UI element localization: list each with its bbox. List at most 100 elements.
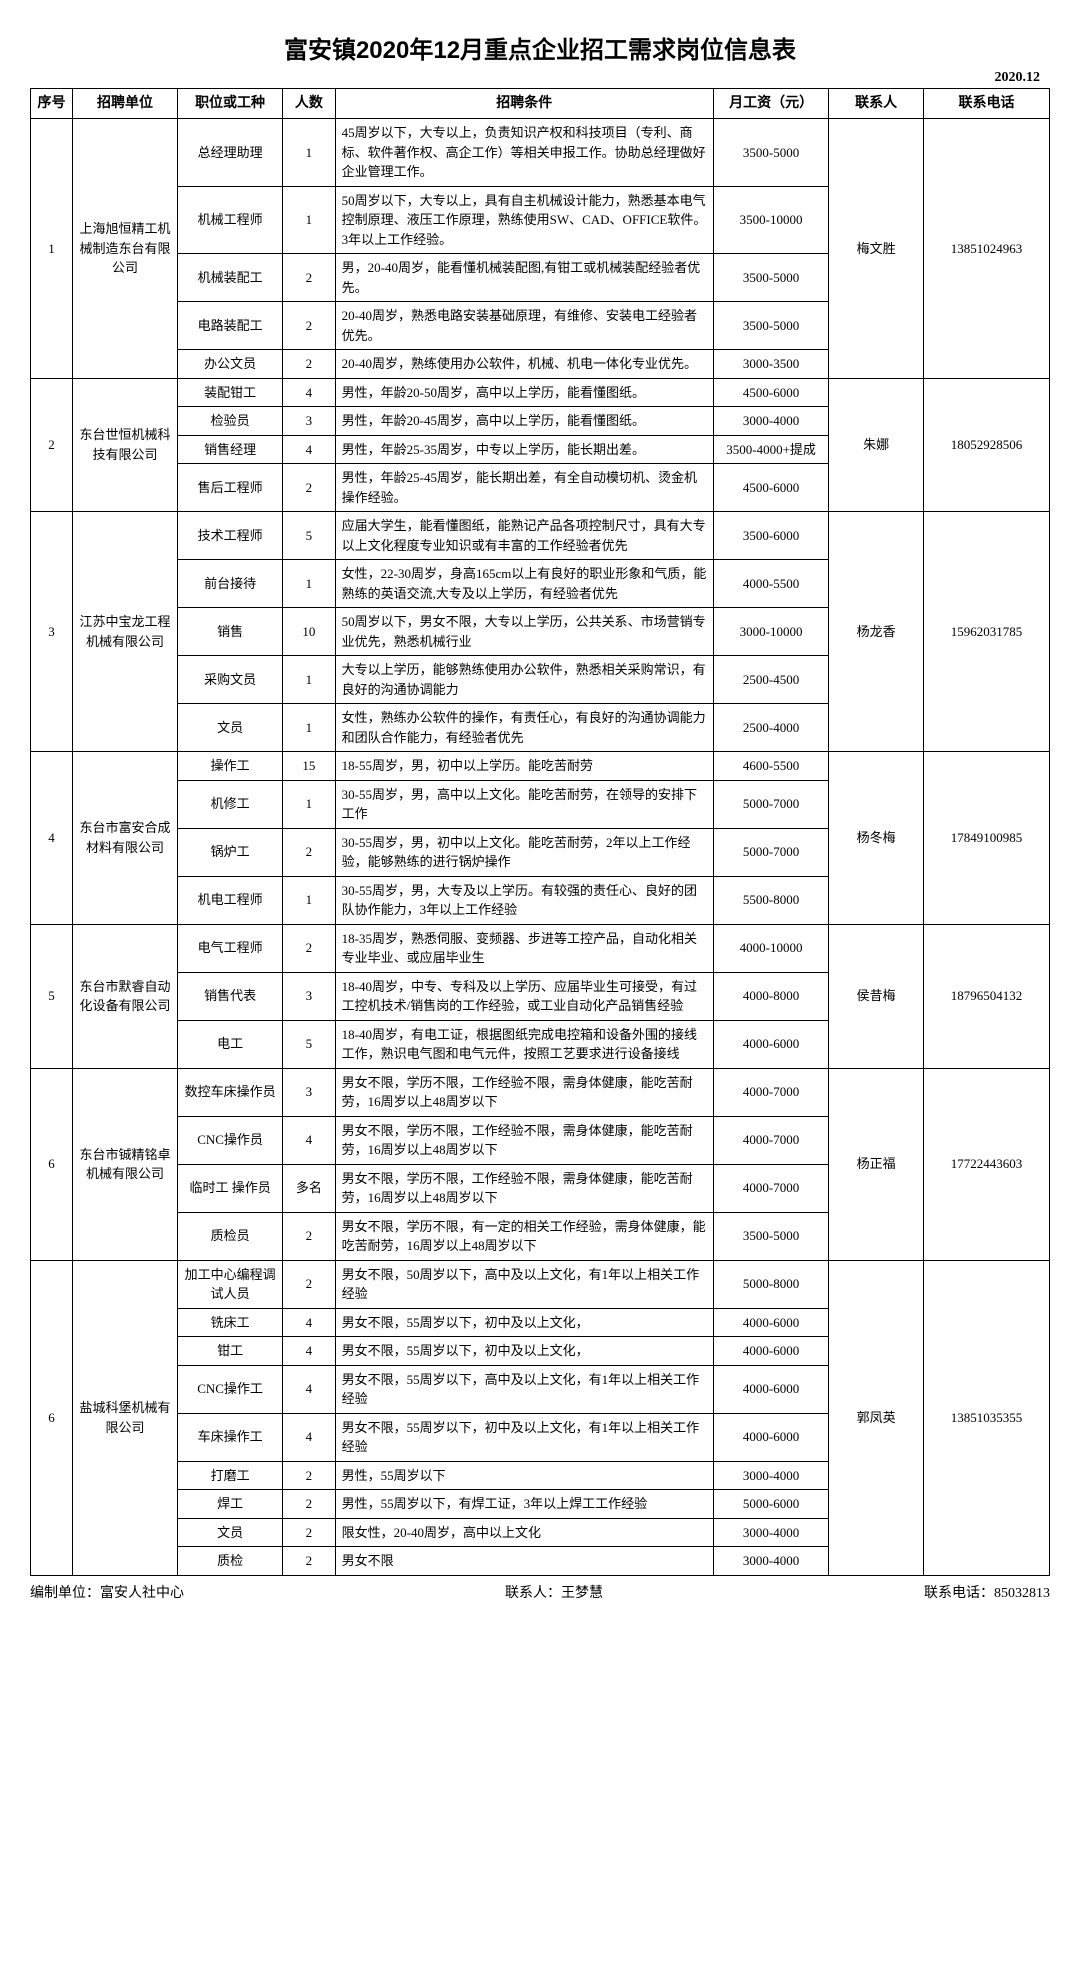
cell-req: 50周岁以下，男女不限，大专以上学历，公共关系、市场营销专业优先，熟悉机械行业 xyxy=(335,608,713,656)
cell-req: 男女不限，55周岁以下，高中及以上文化，有1年以上相关工作经验 xyxy=(335,1365,713,1413)
cell-sal: 3000-4000 xyxy=(713,1547,829,1576)
cell-company: 东台市富安合成材料有限公司 xyxy=(73,752,178,925)
cell-idx: 2 xyxy=(31,378,73,512)
cell-req: 18-35周岁，熟悉伺服、变频器、步进等工控产品，自动化相关专业毕业、或应届毕业… xyxy=(335,924,713,972)
cell-pos: 采购文员 xyxy=(178,656,283,704)
cell-pos: 机械工程师 xyxy=(178,186,283,254)
cell-req: 大专以上学历，能够熟练使用办公软件，熟悉相关采购常识，有良好的沟通协调能力 xyxy=(335,656,713,704)
th-num: 人数 xyxy=(283,89,336,119)
cell-contact: 杨龙香 xyxy=(829,512,924,752)
cell-req: 男性，55周岁以下 xyxy=(335,1461,713,1490)
cell-company: 东台市铖精铭卓机械有限公司 xyxy=(73,1068,178,1260)
cell-company: 盐城科堡机械有限公司 xyxy=(73,1260,178,1575)
cell-sal: 2500-4000 xyxy=(713,704,829,752)
cell-phone: 15962031785 xyxy=(923,512,1049,752)
cell-sal: 2500-4500 xyxy=(713,656,829,704)
cell-req: 20-40周岁，熟练使用办公软件，机械、机电一体化专业优先。 xyxy=(335,350,713,379)
cell-req: 男性，年龄20-45周岁，高中以上学历，能看懂图纸。 xyxy=(335,407,713,436)
footer-org: 编制单位：富安人社中心 xyxy=(30,1582,184,1602)
cell-req: 男女不限，55周岁以下，初中及以上文化，有1年以上相关工作经验 xyxy=(335,1413,713,1461)
cell-sal: 4500-6000 xyxy=(713,378,829,407)
cell-num: 4 xyxy=(283,1116,336,1164)
page-title: 富安镇2020年12月重点企业招工需求岗位信息表 xyxy=(30,30,1050,65)
table-row: 4东台市富安合成材料有限公司操作工1518-55周岁，男，初中以上学历。能吃苦耐… xyxy=(31,752,1050,781)
cell-num: 2 xyxy=(283,924,336,972)
cell-req: 18-55周岁，男，初中以上学历。能吃苦耐劳 xyxy=(335,752,713,781)
cell-num: 2 xyxy=(283,1461,336,1490)
cell-num: 2 xyxy=(283,302,336,350)
cell-pos: 钳工 xyxy=(178,1337,283,1366)
cell-sal: 5000-7000 xyxy=(713,828,829,876)
cell-num: 4 xyxy=(283,1413,336,1461)
footer-phone: 联系电话：85032813 xyxy=(924,1582,1050,1602)
cell-num: 3 xyxy=(283,972,336,1020)
cell-company: 江苏中宝龙工程机械有限公司 xyxy=(73,512,178,752)
cell-req: 男女不限，学历不限，工作经验不限，需身体健康，能吃苦耐劳，16周岁以上48周岁以… xyxy=(335,1164,713,1212)
th-pos: 职位或工种 xyxy=(178,89,283,119)
cell-pos: 前台接待 xyxy=(178,560,283,608)
cell-pos: 文员 xyxy=(178,704,283,752)
cell-sal: 3500-5000 xyxy=(713,302,829,350)
cell-sal: 3500-5000 xyxy=(713,119,829,187)
cell-pos: 电路装配工 xyxy=(178,302,283,350)
cell-req: 18-40周岁，有电工证，根据图纸完成电控箱和设备外围的接线工作，熟识电气图和电… xyxy=(335,1020,713,1068)
table-row: 6盐城科堡机械有限公司加工中心编程调试人员2男女不限，50周岁以下，高中及以上文… xyxy=(31,1260,1050,1308)
cell-num: 2 xyxy=(283,1547,336,1576)
cell-idx: 4 xyxy=(31,752,73,925)
cell-num: 2 xyxy=(283,350,336,379)
cell-num: 4 xyxy=(283,435,336,464)
cell-num: 2 xyxy=(283,828,336,876)
cell-idx: 3 xyxy=(31,512,73,752)
cell-company: 上海旭恒精工机械制造东台有限公司 xyxy=(73,119,178,379)
cell-num: 4 xyxy=(283,1365,336,1413)
th-sal: 月工资（元） xyxy=(713,89,829,119)
cell-sal: 4000-6000 xyxy=(713,1020,829,1068)
cell-pos: 技术工程师 xyxy=(178,512,283,560)
cell-req: 男女不限，学历不限，工作经验不限，需身体健康，能吃苦耐劳，16周岁以上48周岁以… xyxy=(335,1116,713,1164)
cell-req: 男女不限 xyxy=(335,1547,713,1576)
cell-num: 2 xyxy=(283,254,336,302)
cell-req: 18-40周岁，中专、专科及以上学历、应届毕业生可接受，有过工控机技术/销售岗的… xyxy=(335,972,713,1020)
cell-sal: 3000-4000 xyxy=(713,1461,829,1490)
cell-pos: 销售经理 xyxy=(178,435,283,464)
cell-num: 2 xyxy=(283,1212,336,1260)
cell-sal: 3500-10000 xyxy=(713,186,829,254)
cell-sal: 4000-6000 xyxy=(713,1337,829,1366)
cell-phone: 17849100985 xyxy=(923,752,1049,925)
cell-sal: 4000-6000 xyxy=(713,1413,829,1461)
cell-sal: 3500-4000+提成 xyxy=(713,435,829,464)
cell-pos: 办公文员 xyxy=(178,350,283,379)
cell-sal: 4500-6000 xyxy=(713,464,829,512)
table-row: 2东台世恒机械科技有限公司装配钳工4男性，年龄20-50周岁，高中以上学历，能看… xyxy=(31,378,1050,407)
cell-req: 男性，年龄25-35周岁，中专以上学历，能长期出差。 xyxy=(335,435,713,464)
cell-sal: 3000-4000 xyxy=(713,407,829,436)
cell-pos: 临时工 操作员 xyxy=(178,1164,283,1212)
cell-num: 15 xyxy=(283,752,336,781)
cell-sal: 3000-3500 xyxy=(713,350,829,379)
th-contact: 联系人 xyxy=(829,89,924,119)
cell-sal: 4000-5500 xyxy=(713,560,829,608)
cell-pos: 装配钳工 xyxy=(178,378,283,407)
cell-pos: 焊工 xyxy=(178,1490,283,1519)
cell-req: 50周岁以下，大专以上，具有自主机械设计能力，熟悉基本电气控制原理、液压工作原理… xyxy=(335,186,713,254)
cell-contact: 侯昔梅 xyxy=(829,924,924,1068)
cell-pos: CNC操作工 xyxy=(178,1365,283,1413)
th-phone: 联系电话 xyxy=(923,89,1049,119)
cell-sal: 5000-6000 xyxy=(713,1490,829,1519)
cell-req: 男性，55周岁以下，有焊工证，3年以上焊工工作经验 xyxy=(335,1490,713,1519)
footer-contact: 联系人：王梦慧 xyxy=(505,1582,603,1602)
cell-sal: 5500-8000 xyxy=(713,876,829,924)
cell-phone: 18052928506 xyxy=(923,378,1049,512)
table-row: 6东台市铖精铭卓机械有限公司数控车床操作员3男女不限，学历不限，工作经验不限，需… xyxy=(31,1068,1050,1116)
cell-company: 东台市默睿自动化设备有限公司 xyxy=(73,924,178,1068)
cell-num: 4 xyxy=(283,378,336,407)
cell-pos: 销售代表 xyxy=(178,972,283,1020)
cell-contact: 梅文胜 xyxy=(829,119,924,379)
cell-pos: 电气工程师 xyxy=(178,924,283,972)
cell-pos: 数控车床操作员 xyxy=(178,1068,283,1116)
cell-sal: 3500-5000 xyxy=(713,254,829,302)
cell-num: 3 xyxy=(283,407,336,436)
cell-req: 限女性，20-40周岁，高中以上文化 xyxy=(335,1518,713,1547)
cell-num: 5 xyxy=(283,512,336,560)
cell-pos: 质检员 xyxy=(178,1212,283,1260)
